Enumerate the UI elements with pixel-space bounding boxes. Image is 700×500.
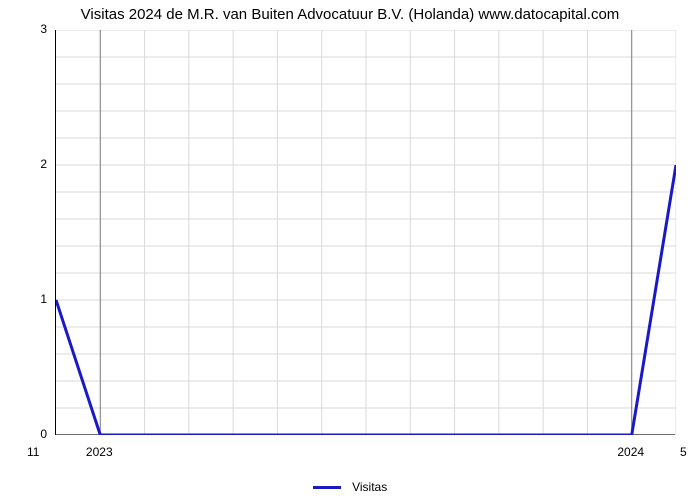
y-tick-1: 1 <box>27 292 47 306</box>
plot-area <box>55 30 675 435</box>
secondary-label-top: 11 <box>27 445 39 459</box>
y-tick-0: 0 <box>27 427 47 441</box>
x-tick-2024: 2024 <box>617 445 644 459</box>
x-tick-2023: 2023 <box>86 445 113 459</box>
y-tick-2: 2 <box>27 157 47 171</box>
legend-label: Visitas <box>352 480 387 494</box>
secondary-label-bottom: 5 <box>680 445 687 459</box>
legend: Visitas <box>0 480 700 494</box>
legend-swatch <box>313 486 341 489</box>
chart-title: Visitas 2024 de M.R. van Buiten Advocatu… <box>0 6 700 23</box>
y-tick-3: 3 <box>27 22 47 36</box>
chart-svg <box>56 30 676 435</box>
